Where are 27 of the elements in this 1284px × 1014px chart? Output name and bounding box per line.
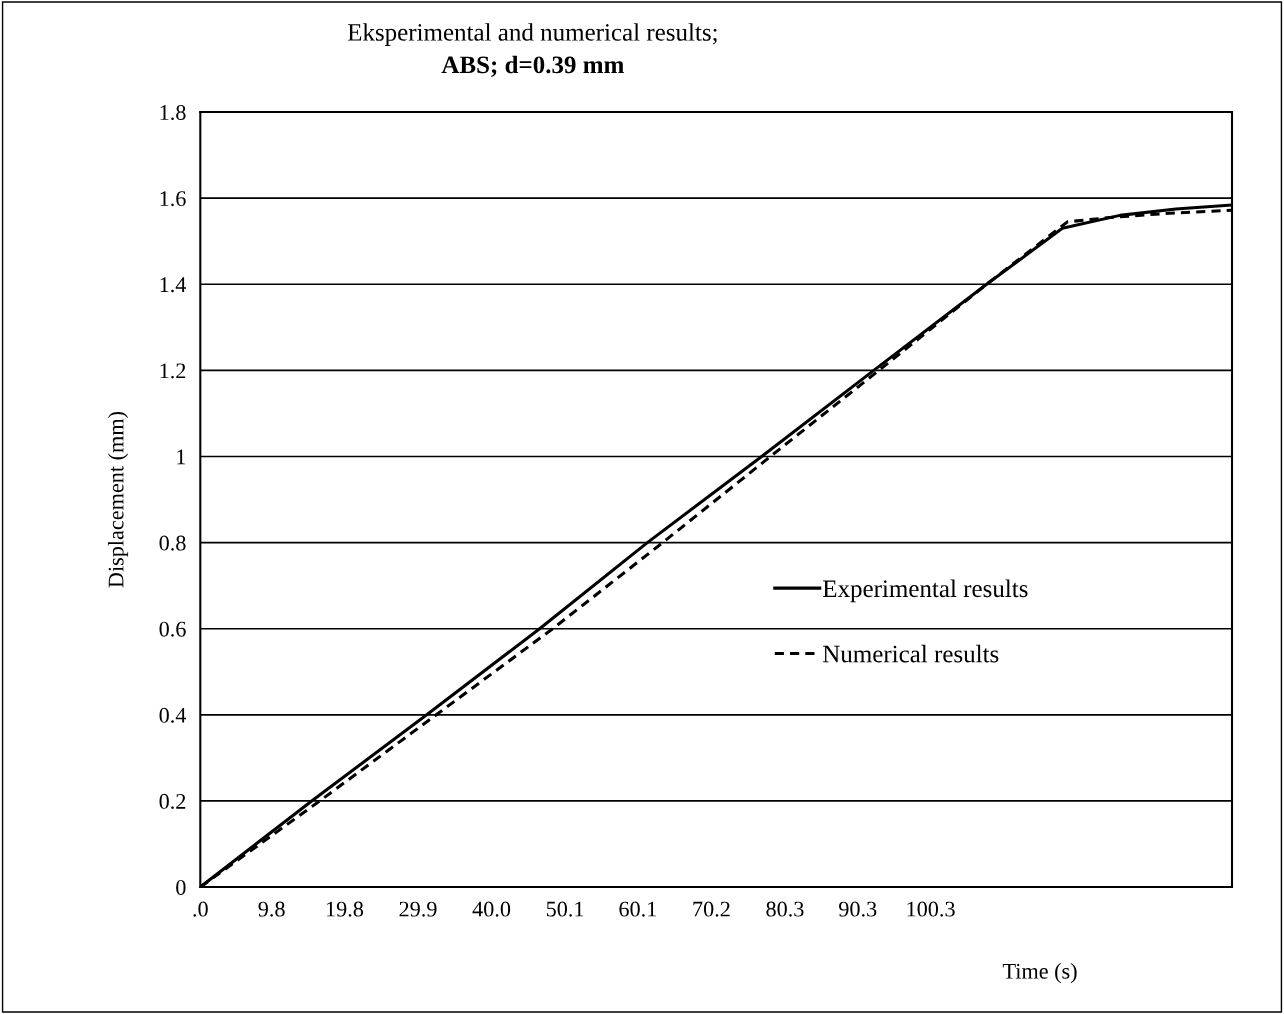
y-tick-label: 1.6 [160, 191, 186, 207]
x-tick-label: 19.8 [326, 901, 364, 917]
x-tick-label: 70.2 [693, 901, 730, 917]
x-tick-label: 90.3 [839, 901, 877, 917]
y-tick-label: 1 [177, 449, 186, 465]
y-tick-label: 0.8 [159, 535, 186, 551]
legend-label: Experimental results [822, 579, 1028, 603]
y-tick-label: 1.2 [160, 363, 186, 379]
x-tick-label: 9.8 [258, 901, 285, 917]
x-tick-label: 29.9 [399, 901, 437, 917]
y-tick-label: 1.4 [160, 277, 187, 293]
x-tick-label: 80.3 [766, 901, 804, 917]
y-tick-label: 0 [176, 879, 186, 895]
y-tick-label: 0.6 [159, 621, 186, 637]
y-tick-label: 1.8 [160, 104, 186, 121]
y-tick-label: 0.2 [159, 793, 186, 809]
x-tick-label: 40.0 [472, 901, 511, 917]
x-tick-label: 100.3 [907, 901, 955, 917]
y-tick-label: 0.4 [159, 707, 187, 723]
x-axis-title: Time (s) [1002, 963, 1077, 984]
y-axis-title: Displacement (mm) [107, 411, 129, 588]
chart-title: Eksperimental and numerical results; [347, 23, 717, 46]
legend-label: Numerical results [822, 644, 999, 663]
x-tick-label: 60.1 [619, 901, 656, 917]
x-tick-label: .0 [193, 901, 208, 917]
chart-subtitle: ABS; d=0.39 mm [441, 55, 624, 77]
x-tick-label: 50.1 [546, 901, 584, 917]
